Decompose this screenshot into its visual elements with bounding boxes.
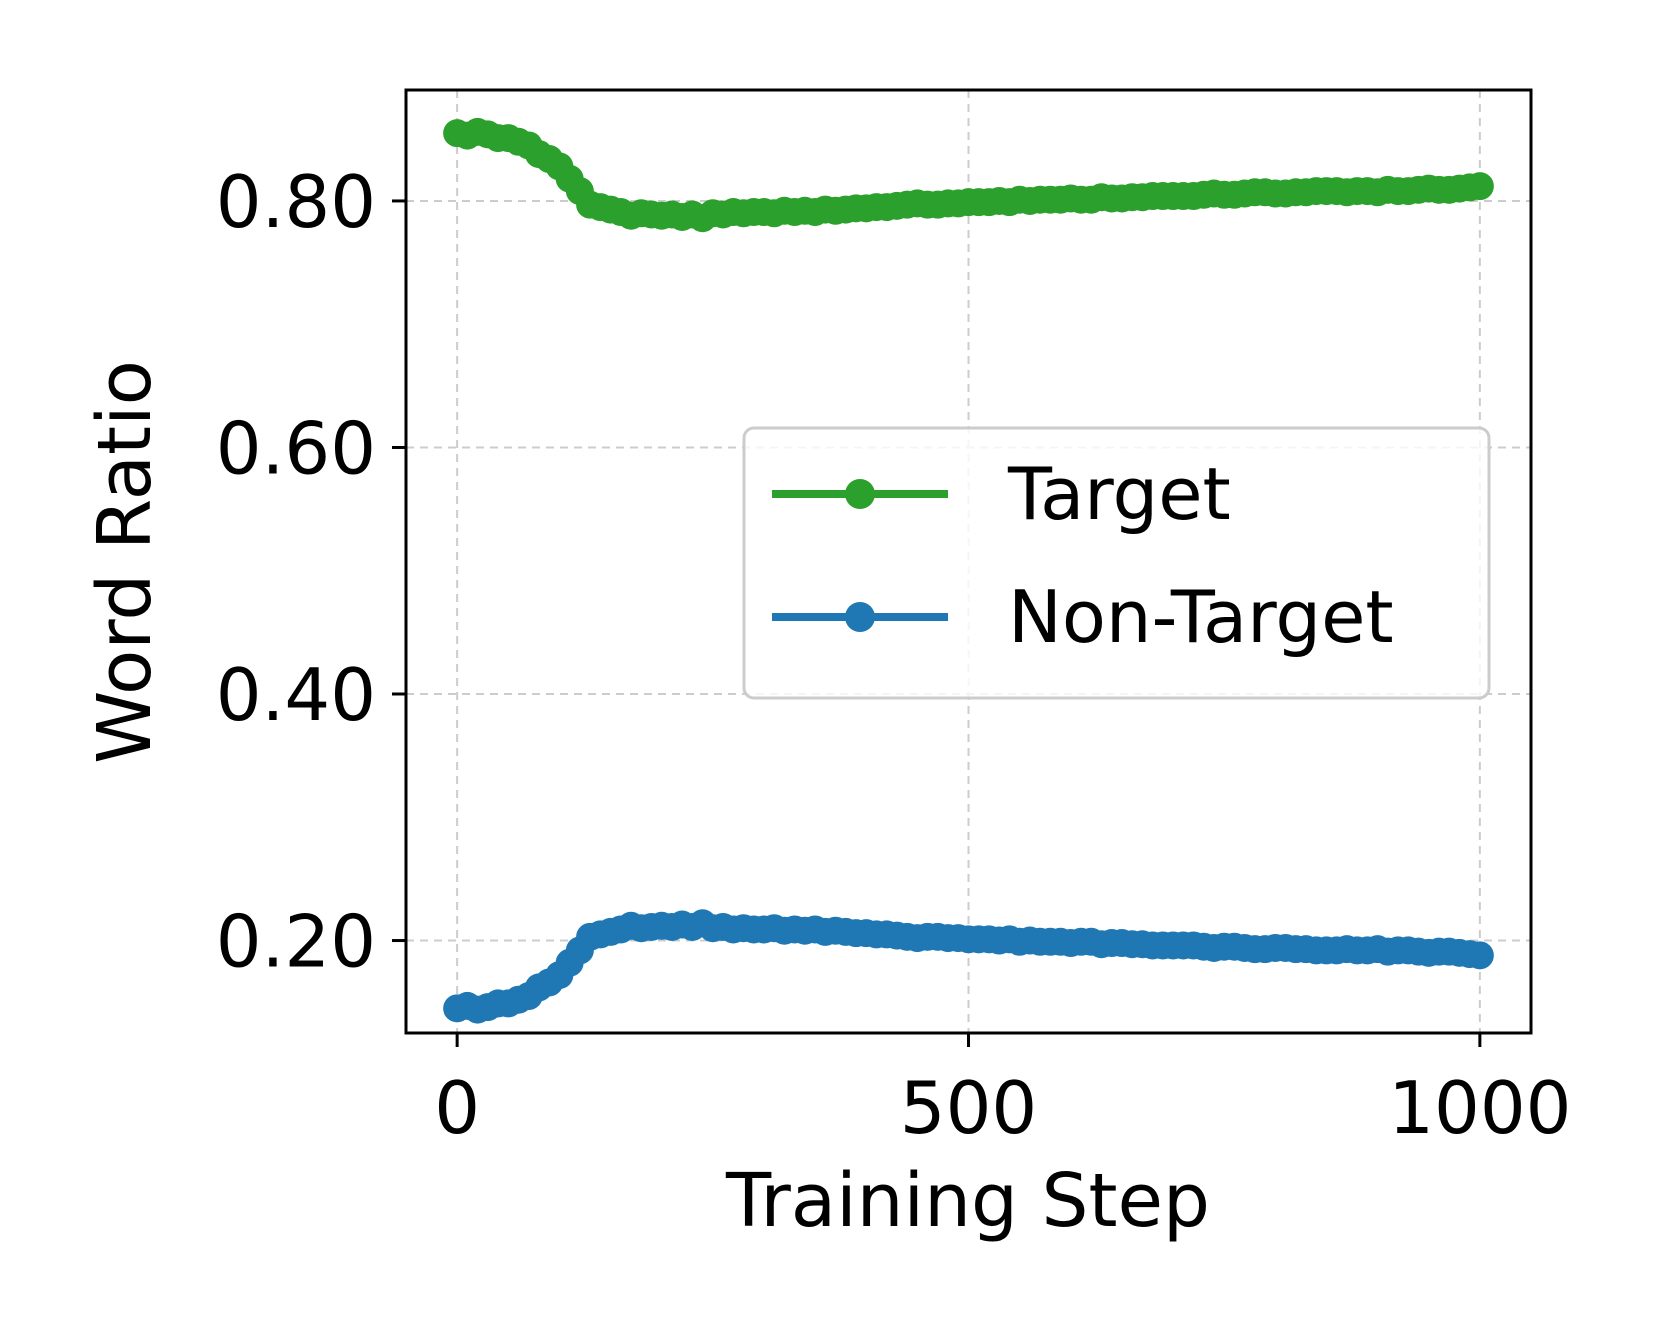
y-tick-label: 0.80 — [216, 160, 376, 244]
x-axis-label: Training Step — [725, 1158, 1210, 1244]
data-point-target — [1465, 172, 1494, 201]
axis-ticks: 0 500 1000 0.20 0.40 0.60 0.80 — [216, 160, 1572, 1150]
legend-label-target: Target — [1007, 452, 1231, 536]
legend-marker-non-target — [845, 602, 875, 632]
y-tick-label: 0.20 — [216, 900, 376, 984]
legend: Target Non-Target — [742, 426, 1491, 700]
legend-label-non-target: Non-Target — [1008, 575, 1394, 659]
legend-marker-target — [845, 479, 875, 509]
x-tick-label: 0 — [434, 1066, 480, 1150]
y-tick-label: 0.40 — [216, 653, 376, 737]
y-axis-label: Word Ratio — [82, 360, 168, 764]
x-tick-label: 500 — [900, 1066, 1037, 1150]
x-tick-label: 1000 — [1388, 1066, 1571, 1150]
data-point-non-target — [1465, 941, 1494, 970]
series-layer — [443, 117, 1494, 1024]
y-tick-label: 0.60 — [216, 406, 376, 490]
